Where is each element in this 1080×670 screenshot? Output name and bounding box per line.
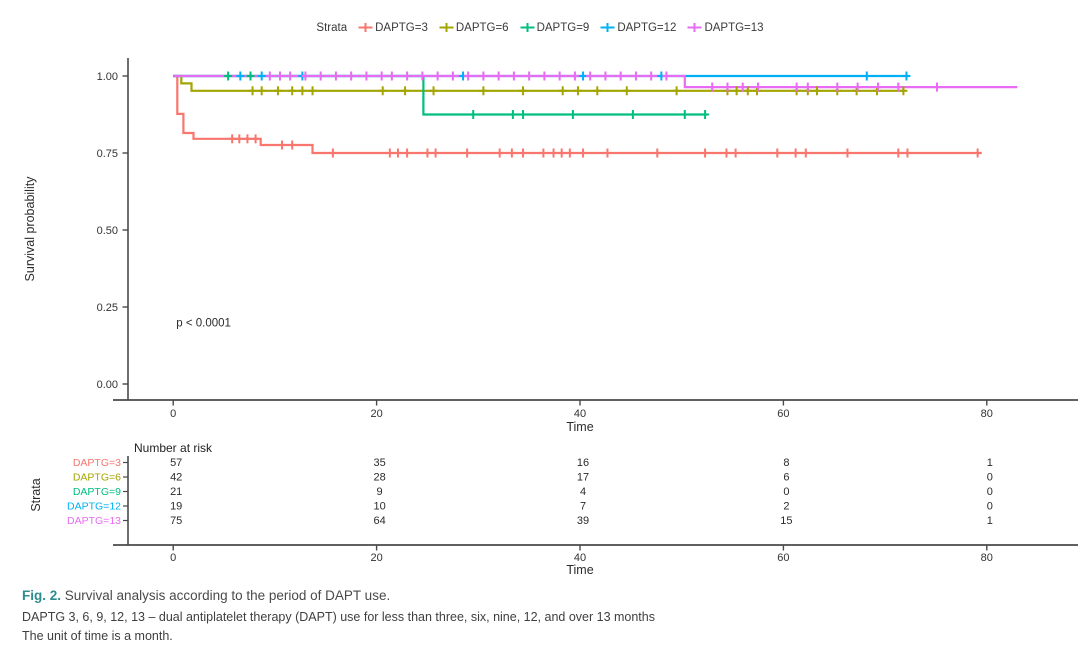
x-tick-label: 60 <box>777 408 789 420</box>
risk-row-label: DAPTG=12 <box>67 501 121 513</box>
legend-item-label: DAPTG=3 <box>375 21 428 34</box>
risk-count: 1 <box>987 457 993 469</box>
caption-line-2: DAPTG 3, 6, 9, 12, 13 – dual antiplatele… <box>22 610 655 624</box>
risk-table-title: Number at risk <box>134 441 213 455</box>
risk-count: 0 <box>987 472 993 484</box>
risk-count: 4 <box>580 486 586 498</box>
caption-line-3: The unit of time is a month. <box>22 629 173 643</box>
x-tick-label: 80 <box>981 408 993 420</box>
legend-item-label: DAPTG=9 <box>536 21 590 34</box>
risk-count: 0 <box>987 486 993 498</box>
y-axis-title: Survival probability <box>23 176 37 282</box>
legend-item-label: DAPTG=12 <box>617 21 677 34</box>
risk-table-strata-label: Strata <box>29 478 43 511</box>
risk-count: 15 <box>780 515 792 527</box>
risk-count: 28 <box>373 472 385 484</box>
risk-count: 16 <box>577 457 589 469</box>
risk-count: 10 <box>373 501 385 513</box>
risk-count: 39 <box>577 515 589 527</box>
x-axis-title: Time <box>566 420 593 434</box>
y-tick-label: 0.50 <box>97 225 118 237</box>
risk-row-label: DAPTG=9 <box>73 486 121 498</box>
legend-key-plus-icon <box>520 23 535 32</box>
legend: Strata DAPTG=3 DAPTG=6 DAPTG=9 DAPTG=12 DAPT… <box>0 20 1080 35</box>
y-tick-label: 1.00 <box>97 71 118 83</box>
legend-item-daptg-9: DAPTG=9 <box>519 20 590 35</box>
risk-x-tick-label: 80 <box>981 552 993 564</box>
legend-item-label: DAPTG=13 <box>704 21 764 34</box>
risk-count: 19 <box>170 501 182 513</box>
legend-key-plus-icon <box>600 23 615 32</box>
legend-item-daptg-13: DAPTG=13 <box>686 20 764 35</box>
risk-count: 57 <box>170 457 182 469</box>
survival-curve-daptg-6 <box>173 74 906 92</box>
legend-item-daptg-3: DAPTG=3 <box>357 20 428 35</box>
legend-item-daptg-12: DAPTG=12 <box>599 20 676 35</box>
risk-count: 0 <box>783 486 789 498</box>
risk-x-tick-label: 60 <box>777 552 789 564</box>
risk-x-axis-title: Time <box>566 563 593 577</box>
legend-key-plus-icon <box>439 23 454 32</box>
risk-x-tick-label: 20 <box>370 552 382 564</box>
caption-line-1: Fig. 2. Survival analysis according to t… <box>22 588 1062 603</box>
risk-count: 2 <box>783 501 789 513</box>
risk-count: 8 <box>783 457 789 469</box>
risk-count: 35 <box>373 457 385 469</box>
legend-key-plus-icon <box>687 23 702 32</box>
y-tick-label: 0.75 <box>97 148 118 160</box>
risk-count: 75 <box>170 515 182 527</box>
legend-item-label: DAPTG=6 <box>455 21 509 34</box>
legend-item-daptg-6: DAPTG=6 <box>438 20 509 35</box>
p-value-annotation: p < 0.0001 <box>176 317 231 329</box>
legend-items: DAPTG=3 DAPTG=6 DAPTG=9 DAPTG=12 DAPTG=13 <box>357 20 764 35</box>
risk-count: 64 <box>373 515 385 527</box>
x-tick-label: 20 <box>370 408 382 420</box>
figure-caption: Fig. 2. Survival analysis according to t… <box>22 588 1062 643</box>
survival-curve-daptg-13 <box>173 74 1018 89</box>
risk-count: 0 <box>987 501 993 513</box>
risk-count: 9 <box>377 486 383 498</box>
y-tick-label: 0.25 <box>97 302 118 314</box>
risk-count: 1 <box>987 515 993 527</box>
legend-key-plus-icon <box>358 23 373 32</box>
risk-count: 6 <box>783 472 789 484</box>
figure-number-label: Fig. 2. <box>22 588 62 603</box>
x-tick-label: 0 <box>170 408 176 420</box>
risk-count: 17 <box>577 472 589 484</box>
risk-x-tick-label: 40 <box>574 552 586 564</box>
risk-x-tick-label: 0 <box>170 552 176 564</box>
risk-count: 7 <box>580 501 586 513</box>
legend-title: Strata <box>316 21 348 34</box>
risk-count: 21 <box>170 486 182 498</box>
caption-title: Survival analysis according to the perio… <box>64 588 391 603</box>
risk-row-label: DAPTG=13 <box>67 515 121 527</box>
risk-row-label: DAPTG=3 <box>73 457 121 469</box>
survival-curve-daptg-3 <box>173 74 982 155</box>
risk-count: 42 <box>170 472 182 484</box>
y-tick-label: 0.00 <box>97 379 118 391</box>
risk-row-label: DAPTG=6 <box>73 472 121 484</box>
x-tick-label: 40 <box>574 408 586 420</box>
